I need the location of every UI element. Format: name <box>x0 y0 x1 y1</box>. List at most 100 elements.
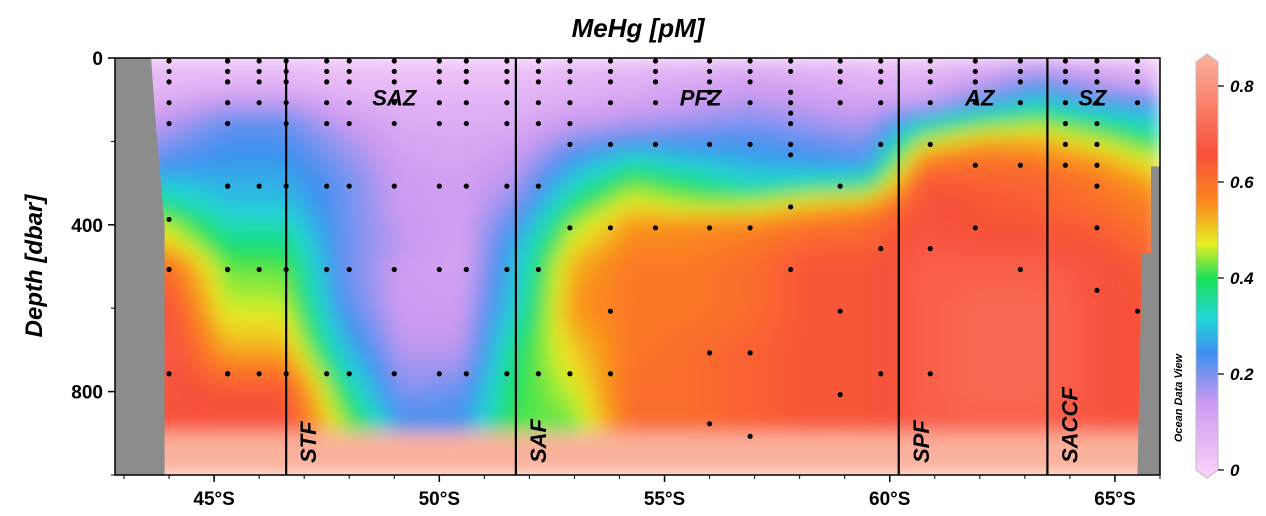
field-cell <box>218 279 228 289</box>
field-cell <box>360 314 370 324</box>
field-cell <box>591 293 602 303</box>
field-cell <box>211 418 221 428</box>
field-cell <box>173 265 184 275</box>
field-cell <box>308 105 318 115</box>
field-cell <box>375 230 385 240</box>
field-cell <box>494 168 505 178</box>
field-cell <box>218 196 228 205</box>
field-cell <box>263 432 273 442</box>
field-cell <box>599 341 609 351</box>
field-cell <box>658 460 669 470</box>
field-cell <box>218 154 228 164</box>
field-cell <box>211 376 221 386</box>
field-cell <box>673 133 684 143</box>
field-cell <box>673 362 684 372</box>
field-cell <box>636 397 646 407</box>
field-cell <box>270 91 281 101</box>
field-cell <box>643 147 654 157</box>
field-cell <box>666 258 676 268</box>
field-cell <box>621 70 632 80</box>
field-cell <box>636 230 646 240</box>
field-cell <box>599 314 609 324</box>
field-cell <box>464 230 475 240</box>
field-cell <box>614 189 624 198</box>
field-cell <box>561 119 572 129</box>
field-cell <box>539 425 549 435</box>
field-cell <box>718 467 729 475</box>
field-cell <box>337 91 348 101</box>
field-cell <box>524 147 534 157</box>
field-cell <box>397 460 408 470</box>
field-cell <box>188 404 199 414</box>
field-cell <box>599 244 609 254</box>
field-cell <box>688 175 699 185</box>
field-cell <box>397 411 408 421</box>
field-cell <box>494 70 505 80</box>
field-cell <box>345 300 355 310</box>
field-cell <box>360 244 370 254</box>
field-cell <box>666 133 676 143</box>
field-cell <box>248 446 258 456</box>
field-cell <box>315 58 325 66</box>
field-cell <box>278 328 288 337</box>
field-cell <box>248 202 258 212</box>
field-cell <box>576 202 587 212</box>
field-cell <box>643 230 654 240</box>
field-cell <box>576 70 587 80</box>
field-cell <box>263 328 273 337</box>
field-cell <box>584 307 594 317</box>
field-cell <box>412 196 423 205</box>
field-cell <box>599 307 609 317</box>
field-cell <box>591 154 602 164</box>
field-cell <box>240 446 251 456</box>
field-cell <box>375 425 385 435</box>
field-cell <box>375 314 385 324</box>
field-cell <box>166 279 176 289</box>
field-cell <box>442 348 452 358</box>
field-cell <box>539 147 549 157</box>
field-cell <box>591 63 602 73</box>
field-cell <box>308 348 318 358</box>
field-cell <box>405 112 415 122</box>
field-cell <box>360 237 370 247</box>
field-cell <box>629 369 639 379</box>
field-cell <box>278 453 288 463</box>
field-cell <box>427 369 437 379</box>
field-cell <box>330 202 340 212</box>
field-cell <box>718 432 729 442</box>
field-cell <box>360 168 370 178</box>
field-cell <box>330 411 340 421</box>
field-cell <box>323 105 333 115</box>
field-cell <box>532 404 542 414</box>
field-cell <box>203 411 214 421</box>
field-cell <box>479 404 490 414</box>
field-cell <box>196 432 206 442</box>
field-cell <box>158 98 169 108</box>
field-cell <box>636 105 646 115</box>
field-cell <box>569 175 579 185</box>
field-cell <box>517 161 527 171</box>
field-cell <box>539 432 549 442</box>
field-cell <box>330 369 340 379</box>
field-cell <box>651 467 661 475</box>
field-cell <box>375 161 385 171</box>
field-cell <box>636 258 646 268</box>
field-cell <box>233 293 243 303</box>
field-cell <box>211 369 221 379</box>
field-cell <box>240 237 251 247</box>
field-cell <box>494 300 505 310</box>
field-cell <box>442 230 452 240</box>
field-cell <box>584 258 594 268</box>
field-cell <box>442 355 452 365</box>
field-cell <box>308 321 318 331</box>
field-cell <box>270 341 281 351</box>
field-cell <box>382 258 393 268</box>
field-cell <box>442 265 452 275</box>
field-cell <box>479 383 490 393</box>
field-cell <box>360 265 370 275</box>
field-cell <box>390 175 400 185</box>
field-cell <box>352 91 363 101</box>
field-cell <box>405 91 415 101</box>
field-cell <box>412 133 423 143</box>
field-cell <box>263 265 273 275</box>
